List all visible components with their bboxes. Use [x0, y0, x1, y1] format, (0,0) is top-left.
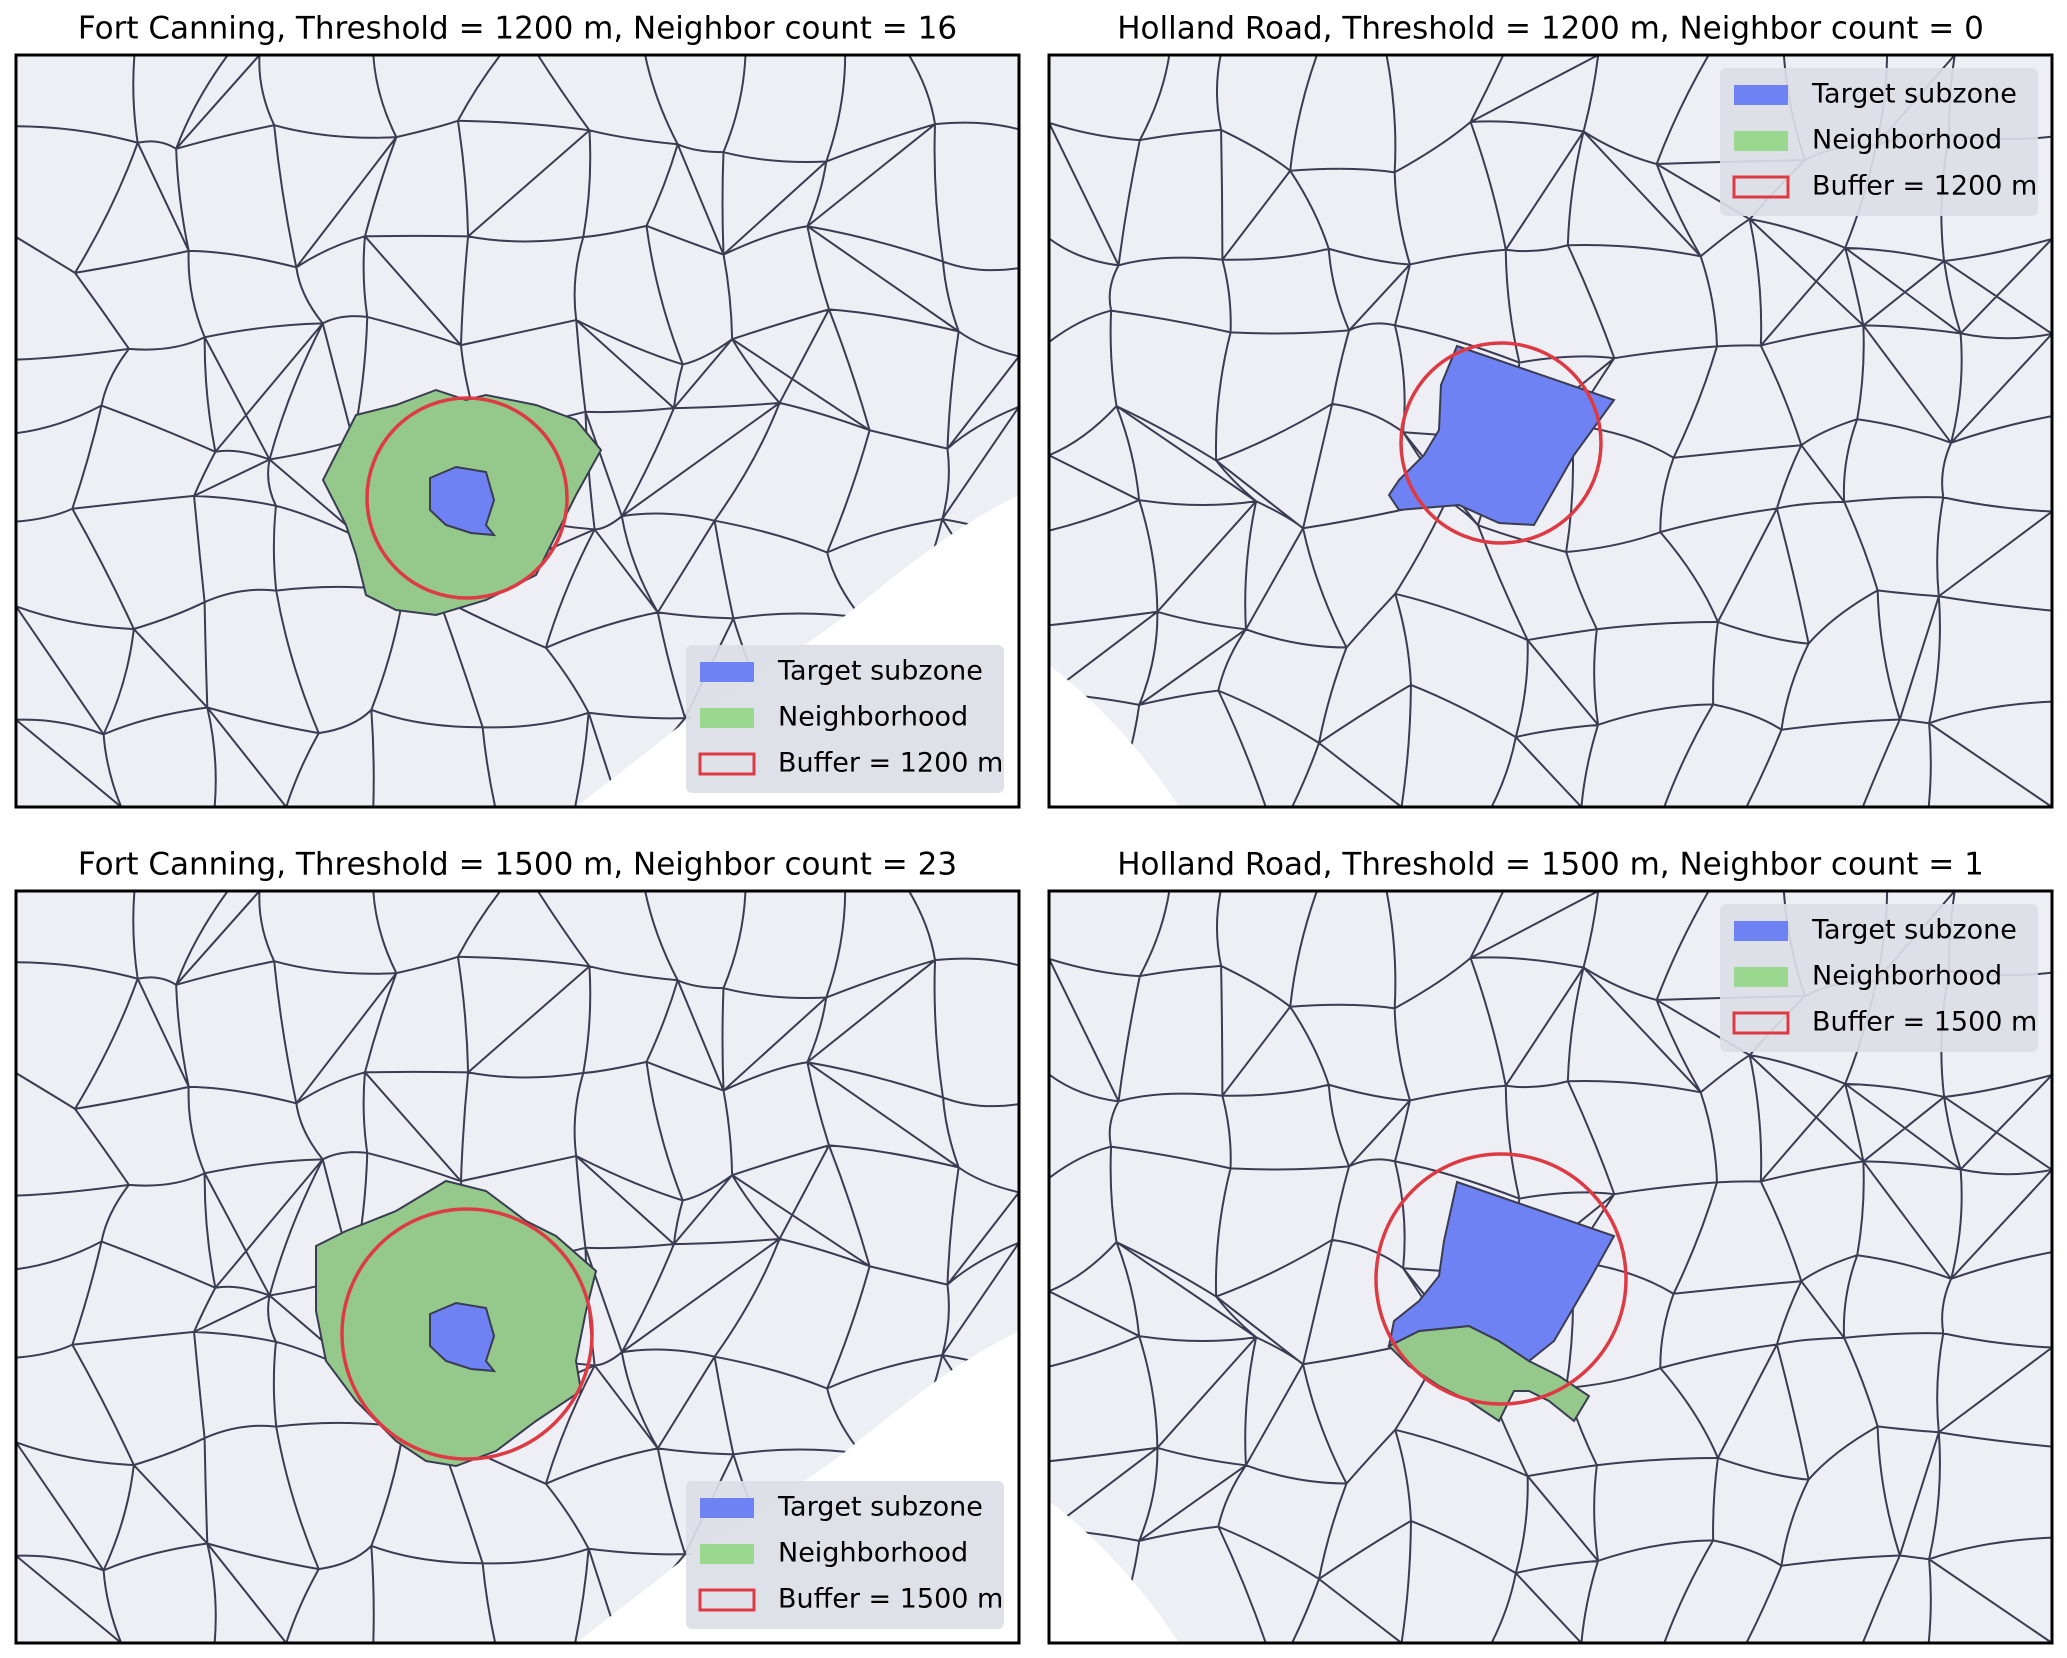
legend-label: Buffer = 1500 m [778, 1584, 1003, 1615]
legend-label: Target subzone [777, 656, 983, 687]
legend-label: Target subzone [1811, 915, 2017, 946]
legend-box [686, 1481, 1004, 1629]
subzone-boundaries [16, 891, 1019, 1643]
legend-box [686, 645, 1004, 793]
buffer [365, 396, 569, 600]
sea [1049, 665, 1179, 807]
map-panel: Target subzone Neighborhood Buffer = 1500 … [1049, 891, 2052, 1643]
legend-patch [1734, 921, 1788, 941]
legend-patch [1732, 1011, 1790, 1035]
map-panel: Target subzone Neighborhood Buffer = 1200 … [16, 55, 1019, 807]
legend-label: Neighborhood [778, 1538, 968, 1569]
panel-title: Fort Canning, Threshold = 1200 m, Neighb… [78, 11, 957, 47]
legend-patch [700, 708, 754, 728]
legend-box [1720, 68, 2038, 216]
subzone-boundaries [16, 55, 1019, 807]
legend-label: Target subzone [777, 1492, 983, 1523]
legend-label: Neighborhood [1812, 961, 2002, 992]
legend-label: Neighborhood [778, 702, 968, 733]
target-subzone [1387, 1180, 1616, 1363]
map-frame [1047, 889, 2054, 1645]
map-panel: Target subzone Neighborhood Buffer = 1500 … [16, 891, 1019, 1643]
target-subzone [429, 1301, 497, 1373]
legend-patch [700, 1498, 754, 1518]
legend-label: Buffer = 1200 m [1812, 171, 2037, 202]
map-frame [14, 889, 1021, 1645]
buffer [340, 1207, 594, 1461]
legend-label: Buffer = 1500 m [1812, 1007, 2037, 1038]
target-subzone [1387, 344, 1616, 527]
target-subzone [429, 465, 497, 537]
legend-patch [700, 662, 754, 682]
legend-patch [698, 1588, 756, 1612]
legend-label: Neighborhood [1812, 125, 2002, 156]
sea [1049, 1501, 1179, 1643]
legend-label: Target subzone [1811, 79, 2017, 110]
map-frame [1047, 53, 2054, 809]
panel-title: Holland Road, Threshold = 1500 m, Neighb… [1117, 847, 1984, 883]
buffer [1374, 1152, 1628, 1406]
legend-patch [1734, 131, 1788, 151]
panel-title: Fort Canning, Threshold = 1500 m, Neighb… [78, 847, 957, 883]
legend-label: Buffer = 1200 m [778, 748, 1003, 779]
legend-patch [1734, 85, 1788, 105]
legend-patch [1734, 967, 1788, 987]
map-panel: Target subzone Neighborhood Buffer = 1200 … [1049, 55, 2052, 807]
legend-patch [700, 1544, 754, 1564]
legend-patch [698, 752, 756, 776]
legend-patch [1732, 175, 1790, 199]
buffer [1399, 341, 1603, 545]
panel-title: Holland Road, Threshold = 1200 m, Neighb… [1117, 11, 1984, 47]
legend-box [1720, 904, 2038, 1052]
map-frame [14, 53, 1021, 809]
